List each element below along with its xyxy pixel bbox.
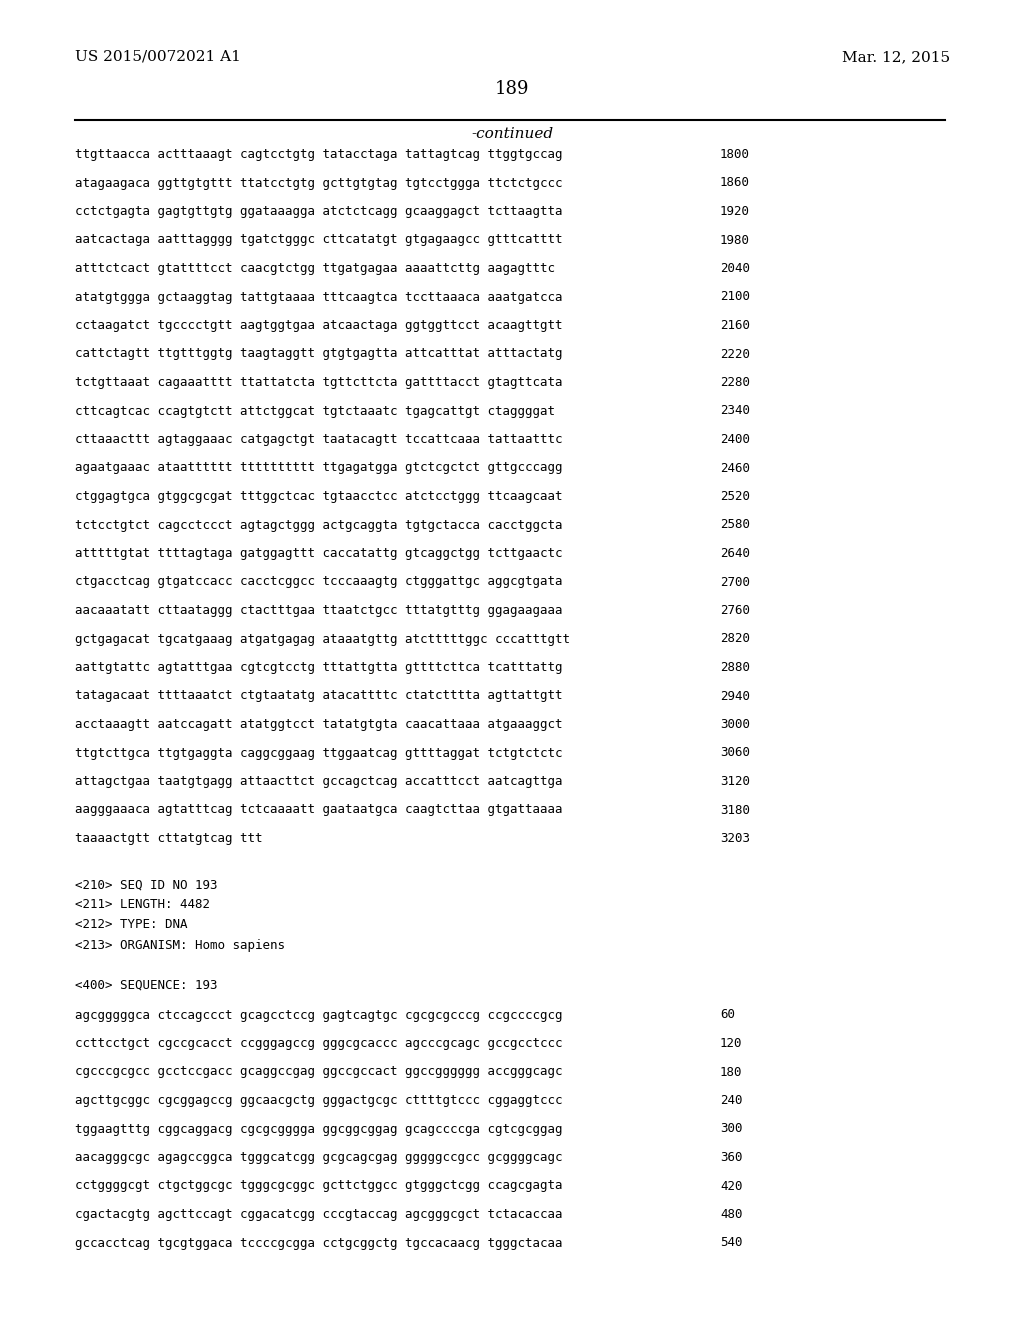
Text: atttctcact gtattttcct caacgtctgg ttgatgagaa aaaattcttg aagagtttc: atttctcact gtattttcct caacgtctgg ttgatga… [75, 261, 555, 275]
Text: <210> SEQ ID NO 193: <210> SEQ ID NO 193 [75, 879, 217, 891]
Text: agcgggggca ctccagccct gcagcctccg gagtcagtgc cgcgcgcccg ccgccccgcg: agcgggggca ctccagccct gcagcctccg gagtcag… [75, 1008, 562, 1022]
Text: 2640: 2640 [720, 546, 750, 560]
Text: aatcactaga aatttagggg tgatctgggc cttcatatgt gtgagaagcc gtttcatttt: aatcactaga aatttagggg tgatctgggc cttcata… [75, 234, 562, 247]
Text: Mar. 12, 2015: Mar. 12, 2015 [842, 50, 950, 63]
Text: attagctgaa taatgtgagg attaacttct gccagctcag accatttcct aatcagttga: attagctgaa taatgtgagg attaacttct gccagct… [75, 775, 562, 788]
Text: agcttgcggc cgcggagccg ggcaacgctg gggactgcgc cttttgtccc cggaggtccc: agcttgcggc cgcggagccg ggcaacgctg gggactg… [75, 1094, 562, 1107]
Text: 2820: 2820 [720, 632, 750, 645]
Text: 120: 120 [720, 1038, 742, 1049]
Text: 2880: 2880 [720, 661, 750, 675]
Text: ttgttaacca actttaaagt cagtcctgtg tatacctaga tattagtcag ttggtgccag: ttgttaacca actttaaagt cagtcctgtg tatacct… [75, 148, 562, 161]
Text: 1920: 1920 [720, 205, 750, 218]
Text: 1980: 1980 [720, 234, 750, 247]
Text: cctggggcgt ctgctggcgc tgggcgcggc gcttctggcc gtgggctcgg ccagcgagta: cctggggcgt ctgctggcgc tgggcgcggc gcttctg… [75, 1180, 562, 1192]
Text: ttgtcttgca ttgtgaggta caggcggaag ttggaatcag gttttaggat tctgtctctc: ttgtcttgca ttgtgaggta caggcggaag ttggaat… [75, 747, 562, 759]
Text: 2160: 2160 [720, 319, 750, 333]
Text: 3060: 3060 [720, 747, 750, 759]
Text: gccacctcag tgcgtggaca tccccgcgga cctgcggctg tgccacaacg tgggctacaa: gccacctcag tgcgtggaca tccccgcgga cctgcgg… [75, 1237, 562, 1250]
Text: 180: 180 [720, 1065, 742, 1078]
Text: <212> TYPE: DNA: <212> TYPE: DNA [75, 919, 187, 932]
Text: 2940: 2940 [720, 689, 750, 702]
Text: ccttcctgct cgccgcacct ccgggagccg gggcgcaccc agcccgcagc gccgcctccc: ccttcctgct cgccgcacct ccgggagccg gggcgca… [75, 1038, 562, 1049]
Text: 2100: 2100 [720, 290, 750, 304]
Text: 2520: 2520 [720, 490, 750, 503]
Text: 300: 300 [720, 1122, 742, 1135]
Text: 2220: 2220 [720, 347, 750, 360]
Text: 2040: 2040 [720, 261, 750, 275]
Text: tctgttaaat cagaaatttt ttattatcta tgttcttcta gattttacct gtagttcata: tctgttaaat cagaaatttt ttattatcta tgttctt… [75, 376, 562, 389]
Text: 1860: 1860 [720, 177, 750, 190]
Text: ctgacctcag gtgatccacc cacctcggcc tcccaaagtg ctgggattgc aggcgtgata: ctgacctcag gtgatccacc cacctcggcc tcccaaa… [75, 576, 562, 589]
Text: 2700: 2700 [720, 576, 750, 589]
Text: 2280: 2280 [720, 376, 750, 389]
Text: 2340: 2340 [720, 404, 750, 417]
Text: cgcccgcgcc gcctccgacc gcaggccgag ggccgccact ggccgggggg accgggcagc: cgcccgcgcc gcctccgacc gcaggccgag ggccgcc… [75, 1065, 562, 1078]
Text: atttttgtat ttttagtaga gatggagttt caccatattg gtcaggctgg tcttgaactc: atttttgtat ttttagtaga gatggagttt caccata… [75, 546, 562, 560]
Text: <400> SEQUENCE: 193: <400> SEQUENCE: 193 [75, 978, 217, 991]
Text: 3203: 3203 [720, 832, 750, 845]
Text: acctaaagtt aatccagatt atatggtcct tatatgtgta caacattaaa atgaaaggct: acctaaagtt aatccagatt atatggtcct tatatgt… [75, 718, 562, 731]
Text: agaatgaaac ataatttttt tttttttttt ttgagatgga gtctcgctct gttgcccagg: agaatgaaac ataatttttt tttttttttt ttgagat… [75, 462, 562, 474]
Text: 3180: 3180 [720, 804, 750, 817]
Text: aacagggcgc agagccggca tgggcatcgg gcgcagcgag gggggccgcc gcggggcagc: aacagggcgc agagccggca tgggcatcgg gcgcagc… [75, 1151, 562, 1164]
Text: 2460: 2460 [720, 462, 750, 474]
Text: aacaaatatt cttaataggg ctactttgaa ttaatctgcc tttatgtttg ggagaagaaa: aacaaatatt cttaataggg ctactttgaa ttaatct… [75, 605, 562, 616]
Text: tatagacaat ttttaaatct ctgtaatatg atacattttc ctatctttta agttattgtt: tatagacaat ttttaaatct ctgtaatatg atacatt… [75, 689, 562, 702]
Text: 240: 240 [720, 1094, 742, 1107]
Text: cttcagtcac ccagtgtctt attctggcat tgtctaaatc tgagcattgt ctaggggat: cttcagtcac ccagtgtctt attctggcat tgtctaa… [75, 404, 555, 417]
Text: cattctagtt ttgtttggtg taagtaggtt gtgtgagtta attcatttat atttactatg: cattctagtt ttgtttggtg taagtaggtt gtgtgag… [75, 347, 562, 360]
Text: 3000: 3000 [720, 718, 750, 731]
Text: 1800: 1800 [720, 148, 750, 161]
Text: 2580: 2580 [720, 519, 750, 532]
Text: tctcctgtct cagcctccct agtagctggg actgcaggta tgtgctacca cacctggcta: tctcctgtct cagcctccct agtagctggg actgcag… [75, 519, 562, 532]
Text: taaaactgtt cttatgtcag ttt: taaaactgtt cttatgtcag ttt [75, 832, 262, 845]
Text: 189: 189 [495, 81, 529, 98]
Text: cgactacgtg agcttccagt cggacatcgg cccgtaccag agcgggcgct tctacaccaa: cgactacgtg agcttccagt cggacatcgg cccgtac… [75, 1208, 562, 1221]
Text: ctggagtgca gtggcgcgat tttggctcac tgtaacctcc atctcctggg ttcaagcaat: ctggagtgca gtggcgcgat tttggctcac tgtaacc… [75, 490, 562, 503]
Text: atatgtggga gctaaggtag tattgtaaaa tttcaagtca tccttaaaca aaatgatcca: atatgtggga gctaaggtag tattgtaaaa tttcaag… [75, 290, 562, 304]
Text: <213> ORGANISM: Homo sapiens: <213> ORGANISM: Homo sapiens [75, 939, 285, 952]
Text: 3120: 3120 [720, 775, 750, 788]
Text: 2760: 2760 [720, 605, 750, 616]
Text: -continued: -continued [471, 127, 553, 141]
Text: 480: 480 [720, 1208, 742, 1221]
Text: atagaagaca ggttgtgttt ttatcctgtg gcttgtgtag tgtcctggga ttctctgccc: atagaagaca ggttgtgttt ttatcctgtg gcttgtg… [75, 177, 562, 190]
Text: 60: 60 [720, 1008, 735, 1022]
Text: 2400: 2400 [720, 433, 750, 446]
Text: 420: 420 [720, 1180, 742, 1192]
Text: US 2015/0072021 A1: US 2015/0072021 A1 [75, 50, 241, 63]
Text: tggaagtttg cggcaggacg cgcgcgggga ggcggcggag gcagccccga cgtcgcggag: tggaagtttg cggcaggacg cgcgcgggga ggcggcg… [75, 1122, 562, 1135]
Text: cttaaacttt agtaggaaac catgagctgt taatacagtt tccattcaaa tattaatttc: cttaaacttt agtaggaaac catgagctgt taataca… [75, 433, 562, 446]
Text: cctaagatct tgcccctgtt aagtggtgaa atcaactaga ggtggttcct acaagttgtt: cctaagatct tgcccctgtt aagtggtgaa atcaact… [75, 319, 562, 333]
Text: <211> LENGTH: 4482: <211> LENGTH: 4482 [75, 899, 210, 912]
Text: cctctgagta gagtgttgtg ggataaagga atctctcagg gcaaggagct tcttaagtta: cctctgagta gagtgttgtg ggataaagga atctctc… [75, 205, 562, 218]
Text: aagggaaaca agtatttcag tctcaaaatt gaataatgca caagtcttaa gtgattaaaa: aagggaaaca agtatttcag tctcaaaatt gaataat… [75, 804, 562, 817]
Text: gctgagacat tgcatgaaag atgatgagag ataaatgttg atctttttggc cccatttgtt: gctgagacat tgcatgaaag atgatgagag ataaatg… [75, 632, 570, 645]
Text: 540: 540 [720, 1237, 742, 1250]
Text: 360: 360 [720, 1151, 742, 1164]
Text: aattgtattc agtatttgaa cgtcgtcctg tttattgtta gttttcttca tcatttattg: aattgtattc agtatttgaa cgtcgtcctg tttattg… [75, 661, 562, 675]
